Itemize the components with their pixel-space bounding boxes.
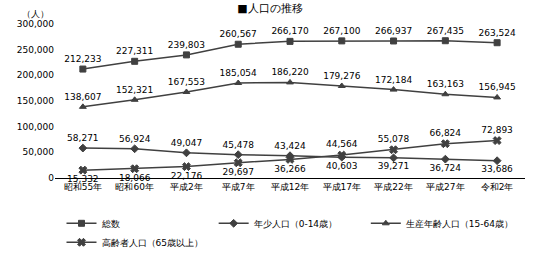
svg-text:58,271: 58,271 <box>67 133 99 143</box>
svg-text:年少人口（0-14歳）: 年少人口（0-14歳） <box>254 219 337 229</box>
svg-text:167,553: 167,553 <box>168 77 205 87</box>
svg-text:266,937: 266,937 <box>375 26 412 36</box>
svg-text:49,047: 49,047 <box>171 138 203 148</box>
svg-text:163,163: 163,163 <box>427 79 464 89</box>
svg-text:平成22年: 平成22年 <box>374 182 412 192</box>
svg-text:36,266: 36,266 <box>274 164 306 174</box>
svg-text:生産年齢人口（15-64歳）: 生産年齢人口（15-64歳） <box>406 219 513 229</box>
svg-text:平成2年: 平成2年 <box>170 182 203 192</box>
svg-text:18,066: 18,066 <box>119 173 151 183</box>
svg-text:239,803: 239,803 <box>168 40 205 50</box>
svg-text:152,321: 152,321 <box>116 85 153 95</box>
svg-text:（人）: （人） <box>22 9 49 19</box>
svg-text:100,000: 100,000 <box>17 122 54 132</box>
svg-text:266,170: 266,170 <box>271 26 308 36</box>
svg-text:50,000: 50,000 <box>23 147 55 157</box>
svg-text:45,478: 45,478 <box>222 140 254 150</box>
svg-text:227,311: 227,311 <box>116 46 153 56</box>
svg-text:■人口の推移: ■人口の推移 <box>237 2 302 15</box>
svg-text:300,000: 300,000 <box>17 19 54 29</box>
svg-text:平成17年: 平成17年 <box>323 182 361 192</box>
svg-text:260,567: 260,567 <box>220 29 257 39</box>
svg-text:138,607: 138,607 <box>64 92 101 102</box>
svg-text:44,564: 44,564 <box>326 139 358 149</box>
svg-text:平成27年: 平成27年 <box>426 182 464 192</box>
svg-text:平成7年: 平成7年 <box>222 182 255 192</box>
svg-text:15,332: 15,332 <box>67 174 99 184</box>
svg-text:172,184: 172,184 <box>375 75 412 85</box>
svg-text:29,697: 29,697 <box>222 167 254 177</box>
svg-text:200,000: 200,000 <box>17 70 54 80</box>
svg-text:55,078: 55,078 <box>378 134 410 144</box>
svg-text:昭和60年: 昭和60年 <box>115 182 153 192</box>
svg-text:0: 0 <box>48 173 54 183</box>
svg-text:156,945: 156,945 <box>479 82 516 92</box>
svg-text:40,603: 40,603 <box>326 161 358 171</box>
svg-text:昭和55年: 昭和55年 <box>64 182 102 192</box>
svg-text:平成12年: 平成12年 <box>271 182 309 192</box>
svg-text:56,924: 56,924 <box>119 134 151 144</box>
svg-text:高齢者人口（65歳以上）: 高齢者人口（65歳以上） <box>102 238 203 248</box>
svg-text:33,686: 33,686 <box>481 164 513 174</box>
svg-text:39,271: 39,271 <box>378 161 410 171</box>
svg-text:185,054: 185,054 <box>220 68 257 78</box>
svg-text:72,893: 72,893 <box>481 125 513 135</box>
svg-text:250,000: 250,000 <box>17 45 54 55</box>
svg-text:212,233: 212,233 <box>64 54 101 64</box>
svg-text:66,824: 66,824 <box>430 128 462 138</box>
svg-text:263,524: 263,524 <box>479 28 516 38</box>
svg-text:150,000: 150,000 <box>17 96 54 106</box>
svg-text:43,424: 43,424 <box>274 141 306 151</box>
svg-text:令和2年: 令和2年 <box>481 182 514 192</box>
svg-text:186,220: 186,220 <box>271 67 308 77</box>
svg-text:総数: 総数 <box>101 219 120 229</box>
svg-text:22,176: 22,176 <box>171 171 203 181</box>
svg-text:267,100: 267,100 <box>323 26 360 36</box>
svg-text:36,724: 36,724 <box>430 163 462 173</box>
svg-text:267,435: 267,435 <box>427 26 464 36</box>
svg-text:179,276: 179,276 <box>323 71 360 81</box>
